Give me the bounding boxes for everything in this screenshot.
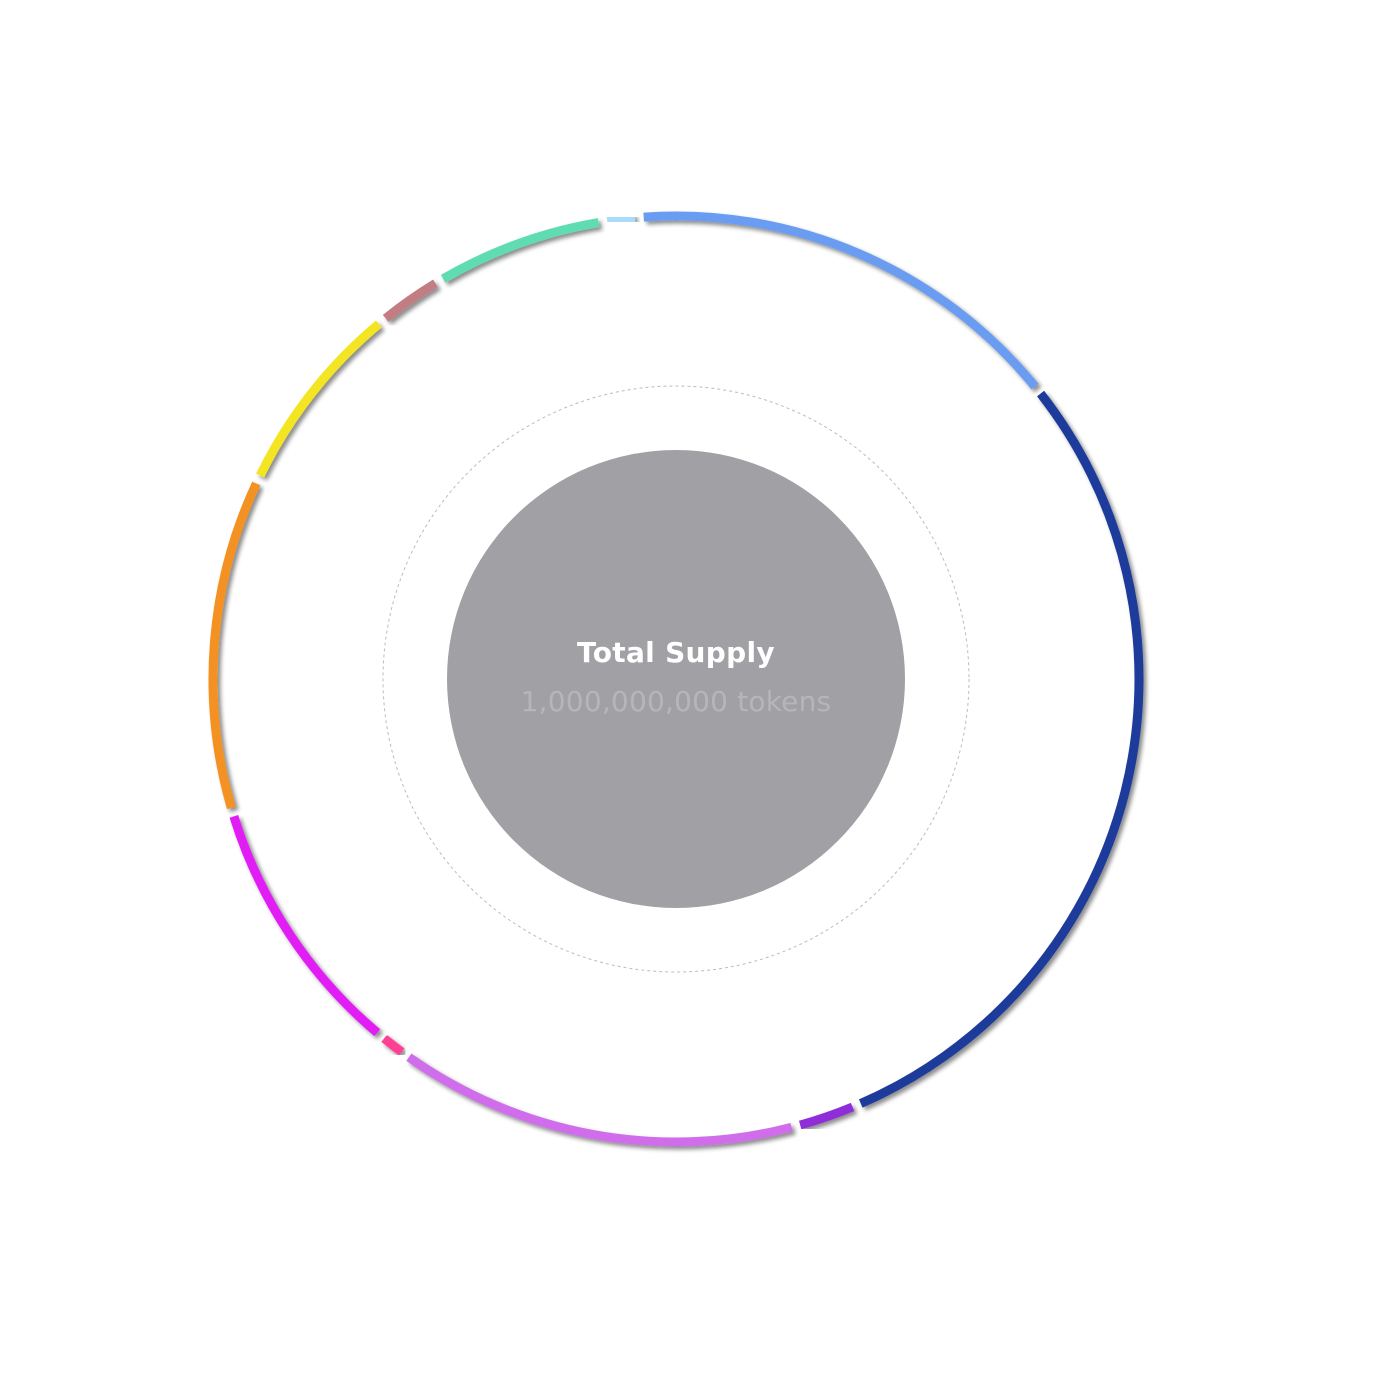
slice-6	[229, 815, 381, 1037]
slice-11	[606, 213, 636, 226]
slice-3	[798, 1102, 855, 1130]
center-disc	[447, 450, 905, 908]
slices-group	[208, 211, 1144, 1147]
guide-ring	[382, 385, 970, 973]
center-value: 1,000,000,000 tokens	[520, 685, 832, 718]
slice-10	[440, 218, 600, 283]
slice-5	[381, 1034, 405, 1056]
slice-4	[406, 1053, 793, 1147]
slice-8	[256, 320, 382, 478]
slice-7	[208, 481, 261, 810]
slice-2	[858, 390, 1144, 1108]
slice-9	[382, 279, 438, 322]
center-title: Total Supply	[577, 636, 775, 669]
slice-1	[643, 211, 1039, 390]
